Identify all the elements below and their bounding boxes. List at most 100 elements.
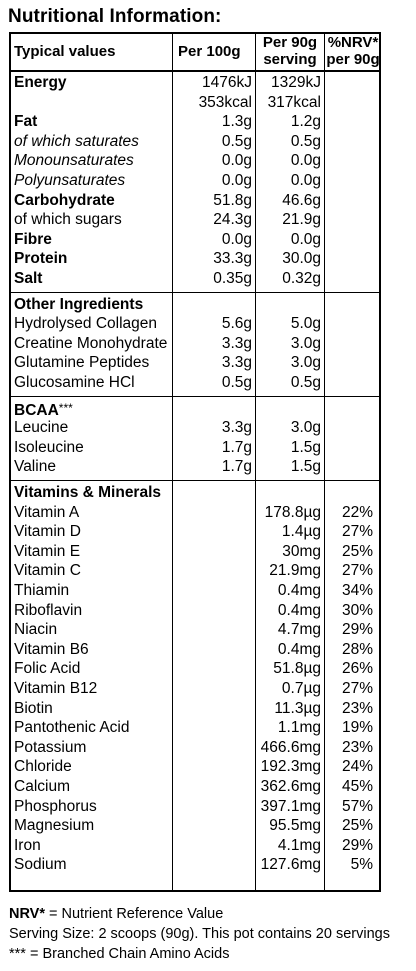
per-serving-value: 1.5g bbox=[290, 458, 321, 476]
vitamin-label: Vitamin E bbox=[14, 542, 81, 560]
per-serving-value: 30.0g bbox=[282, 250, 321, 268]
nrv-percent-value: 23% bbox=[341, 738, 373, 756]
section-heading-other-ingredients: Other Ingredients bbox=[14, 295, 144, 313]
per-serving-value: 3.0g bbox=[290, 419, 321, 437]
nrv-percent-value: 19% bbox=[341, 719, 373, 737]
per-serving-value: 1.4µg bbox=[281, 523, 321, 541]
nutrient-label: Fat bbox=[14, 113, 38, 131]
per-100g-value: 1.7g bbox=[221, 458, 252, 476]
vitamin-label: Calcium bbox=[14, 778, 70, 795]
vitamin-label: Pantothenic Acid bbox=[14, 719, 130, 737]
vitamin-label: Iron bbox=[14, 836, 41, 854]
nutrient-label: Energy bbox=[14, 74, 67, 91]
nrv-percent-value: 30% bbox=[341, 601, 373, 619]
per-100g-value: 1.3g bbox=[221, 113, 252, 131]
per-100g-value: 3.3g bbox=[221, 334, 252, 352]
per-serving-value: 51.8µg bbox=[273, 660, 321, 678]
nrv-percent-value: 27% bbox=[341, 680, 373, 697]
per-serving-value: 0.5g bbox=[290, 132, 321, 150]
header-nrv: %NRV* per 90g bbox=[326, 34, 380, 68]
header-per-100g: Per 100g bbox=[178, 43, 241, 60]
per-serving-value: 11.3µg bbox=[274, 699, 321, 717]
nrv-percent-value: 29% bbox=[341, 836, 373, 854]
nrv-footnote: NRV* = Nutrient Reference Value bbox=[9, 905, 223, 925]
nutrient-label: of which saturates bbox=[14, 132, 139, 150]
nrv-percent-value: 27% bbox=[341, 523, 373, 541]
section-divider bbox=[11, 291, 379, 293]
nutrient-label: Protein bbox=[14, 250, 68, 268]
section-heading-bcaa: BCAA*** bbox=[14, 399, 73, 421]
per-100g-value: 3.3g bbox=[221, 419, 252, 437]
nrv-percent-value: 34% bbox=[341, 582, 373, 599]
per-100g-value: 1.7g bbox=[221, 438, 252, 456]
ingredient-label: Glutamine Peptides bbox=[14, 354, 150, 372]
per-serving-value: 317kcal bbox=[267, 93, 321, 111]
nutrient-label: of which sugars bbox=[14, 211, 122, 229]
per-100g-value: 24.3g bbox=[213, 211, 252, 229]
section-divider bbox=[11, 480, 379, 481]
vitamin-label: Vitamin D bbox=[14, 523, 81, 541]
per-100g-value: 0.5g bbox=[221, 132, 252, 150]
nutrient-label: Polyunsaturates bbox=[14, 172, 126, 189]
nutrient-label: Carbohydrate bbox=[14, 191, 115, 209]
per-serving-value: 3.0g bbox=[290, 334, 321, 352]
per-100g-value: 5.6g bbox=[221, 315, 252, 333]
nrv-percent-value: 26% bbox=[341, 660, 373, 678]
per-serving-value: 0.0g bbox=[290, 152, 321, 170]
nrv-percent-value: 5% bbox=[350, 856, 373, 874]
per-100g-value: 0.0g bbox=[221, 172, 252, 189]
vitamin-label: Vitamin B6 bbox=[14, 640, 89, 658]
vitamin-label: Phosphorus bbox=[14, 797, 97, 815]
nutrient-label: Monounsaturates bbox=[14, 152, 134, 170]
vitamin-label: Riboflavin bbox=[14, 601, 83, 619]
per-100g-value: 51.8g bbox=[213, 191, 252, 209]
vitamin-label: Potassium bbox=[14, 738, 87, 756]
nrv-definition: = Nutrient Reference Value bbox=[45, 906, 224, 922]
per-serving-value: 0.7µg bbox=[281, 680, 321, 697]
per-serving-value: 362.6mg bbox=[260, 778, 321, 795]
per-serving-value: 178.8µg bbox=[264, 503, 321, 521]
amino-acid-label: Valine bbox=[14, 458, 56, 476]
vitamin-label: Folic Acid bbox=[14, 660, 81, 678]
per-serving-value: 46.6g bbox=[282, 191, 321, 209]
header-per-serving: Per 90g serving bbox=[262, 34, 318, 68]
per-serving-value: 0.0g bbox=[290, 230, 321, 248]
per-100g-value: 0.0g bbox=[221, 230, 252, 248]
nrv-percent-value: 27% bbox=[341, 562, 373, 580]
per-serving-value: 0.0g bbox=[290, 172, 321, 189]
per-serving-value: 1.2g bbox=[290, 113, 321, 131]
per-serving-value: 0.4mg bbox=[277, 582, 321, 599]
per-serving-value: 4.1mg bbox=[277, 836, 321, 854]
vitamin-label: Niacin bbox=[14, 621, 58, 639]
per-serving-value: 0.5g bbox=[290, 374, 321, 391]
nutrient-label: Salt bbox=[14, 270, 43, 287]
amino-acid-label: Leucine bbox=[14, 419, 69, 437]
vitamin-label: Vitamin C bbox=[14, 562, 81, 580]
section-heading-vitamins-minerals: Vitamins & Minerals bbox=[14, 484, 162, 501]
nrv-percent-value: 25% bbox=[341, 817, 373, 835]
vitamin-label: Sodium bbox=[14, 856, 67, 874]
per-serving-value: 1.1mg bbox=[277, 719, 321, 737]
per-100g-value: 1476kJ bbox=[202, 74, 252, 91]
nrv-percent-value: 45% bbox=[341, 778, 373, 795]
column-divider bbox=[172, 34, 173, 890]
per-100g-value: 353kcal bbox=[198, 93, 252, 111]
per-100g-value: 33.3g bbox=[213, 250, 252, 268]
column-divider bbox=[255, 34, 256, 890]
nutrient-label: Fibre bbox=[14, 230, 52, 248]
amino-acid-label: Isoleucine bbox=[14, 438, 84, 456]
per-serving-value: 5.0g bbox=[290, 315, 321, 333]
header-typical-values: Typical values bbox=[14, 43, 116, 60]
bcaa-heading-text: BCAA bbox=[14, 401, 59, 419]
per-serving-value: 21.9mg bbox=[269, 562, 321, 580]
header-divider bbox=[11, 70, 379, 72]
nutrition-table: Typical values Per 100g Per 90g serving … bbox=[9, 32, 381, 892]
per-100g-value: 0.35g bbox=[213, 270, 252, 287]
nrv-percent-value: 22% bbox=[341, 503, 373, 521]
per-serving-value: 4.7mg bbox=[277, 621, 321, 639]
column-divider bbox=[324, 34, 325, 890]
per-serving-value: 192.3mg bbox=[260, 758, 321, 776]
nrv-percent-value: 28% bbox=[341, 640, 373, 658]
vitamin-label: Vitamin A bbox=[14, 503, 80, 521]
nrv-percent-value: 24% bbox=[341, 758, 373, 776]
